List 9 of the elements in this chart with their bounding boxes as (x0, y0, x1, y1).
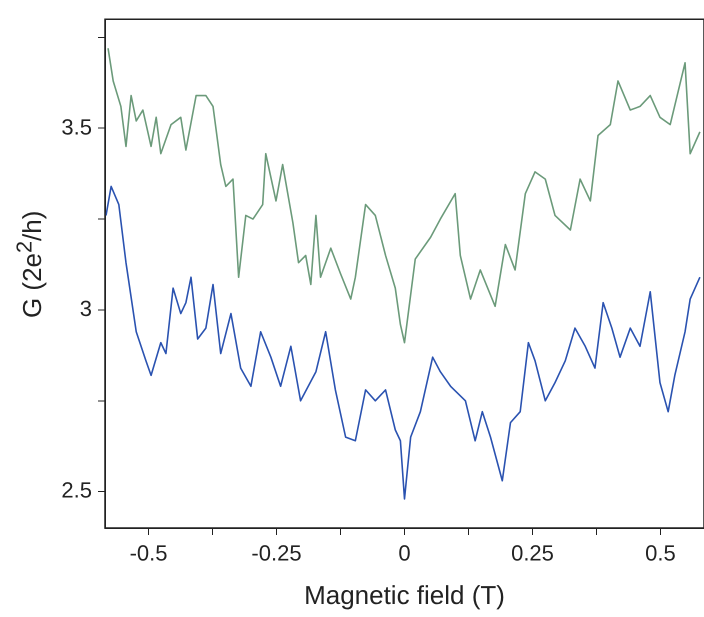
x-tick-label: -0.25 (251, 540, 302, 566)
x-tick-label: -0.5 (130, 540, 168, 566)
x-axis-title: Magnetic field (T) (303, 580, 506, 611)
x-tick-label: 0 (398, 540, 411, 566)
x-tick-label: 0.25 (511, 540, 554, 566)
x-tick-label: 0.5 (645, 540, 676, 566)
y-tick-label: 3.5 (61, 114, 92, 140)
y-tick-label: 2.5 (61, 478, 92, 503)
y-tick-label: 3 (80, 296, 92, 322)
